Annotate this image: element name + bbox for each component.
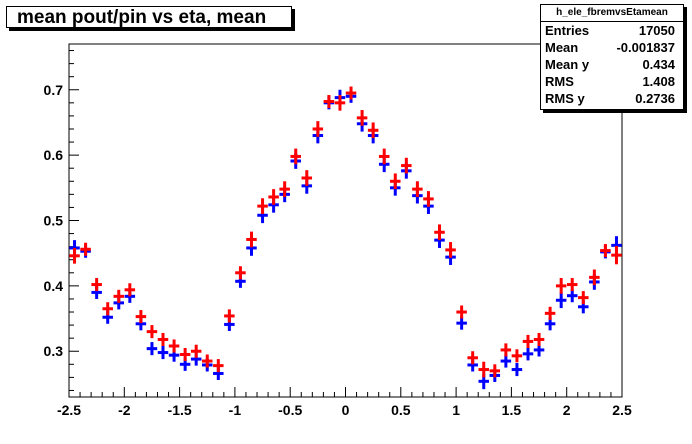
stats-row-rms: RMS 1.408 xyxy=(541,73,683,90)
y-tick-label: 0.7 xyxy=(44,82,64,98)
stats-value: 0.434 xyxy=(642,57,675,72)
x-tick-label: -1 xyxy=(229,402,242,418)
x-tick-label: 0.5 xyxy=(391,402,411,418)
x-tick-label: -2 xyxy=(118,402,131,418)
x-tick-label: 1 xyxy=(452,402,460,418)
stats-value: -0.001837 xyxy=(616,40,675,55)
x-tick-label: -2.5 xyxy=(57,402,81,418)
stats-row-mean-y: Mean y 0.434 xyxy=(541,56,683,73)
x-tick-label: -1.5 xyxy=(168,402,192,418)
y-tick-label: 0.5 xyxy=(44,213,64,229)
x-tick-label: 1.5 xyxy=(502,402,522,418)
stats-key: RMS xyxy=(545,74,574,89)
y-tick-label: 0.3 xyxy=(44,343,64,359)
chart-title: mean pout/pin vs eta, mean xyxy=(17,7,267,28)
y-tick-label: 0.6 xyxy=(44,147,64,163)
stats-row-entries: Entries 17050 xyxy=(541,22,683,39)
x-tick-label: 2.5 xyxy=(612,402,632,418)
stats-row-rms-y: RMS y 0.2736 xyxy=(541,90,683,107)
stats-value: 17050 xyxy=(638,23,675,38)
stats-key: RMS y xyxy=(545,91,585,106)
x-tick-label: 2 xyxy=(563,402,571,418)
stats-key: Entries xyxy=(545,23,590,38)
stats-key: Mean xyxy=(545,40,579,55)
stats-row-mean: Mean -0.001837 xyxy=(541,39,683,56)
stats-value: 1.408 xyxy=(642,74,675,89)
stats-key: Mean y xyxy=(545,57,590,72)
stats-box: h_ele_fbremvsEtamean Entries 17050 Mean -0… xyxy=(540,4,684,110)
x-tick-label: 0 xyxy=(342,402,350,418)
y-tick-label: 0.4 xyxy=(44,278,64,294)
stats-histogram-name: h_ele_fbremvsEtamean xyxy=(541,5,683,22)
stats-value: 0.2736 xyxy=(635,91,675,106)
chart-title-box: mean pout/pin vs eta, mean xyxy=(6,6,292,28)
x-tick-label: -0.5 xyxy=(278,402,302,418)
